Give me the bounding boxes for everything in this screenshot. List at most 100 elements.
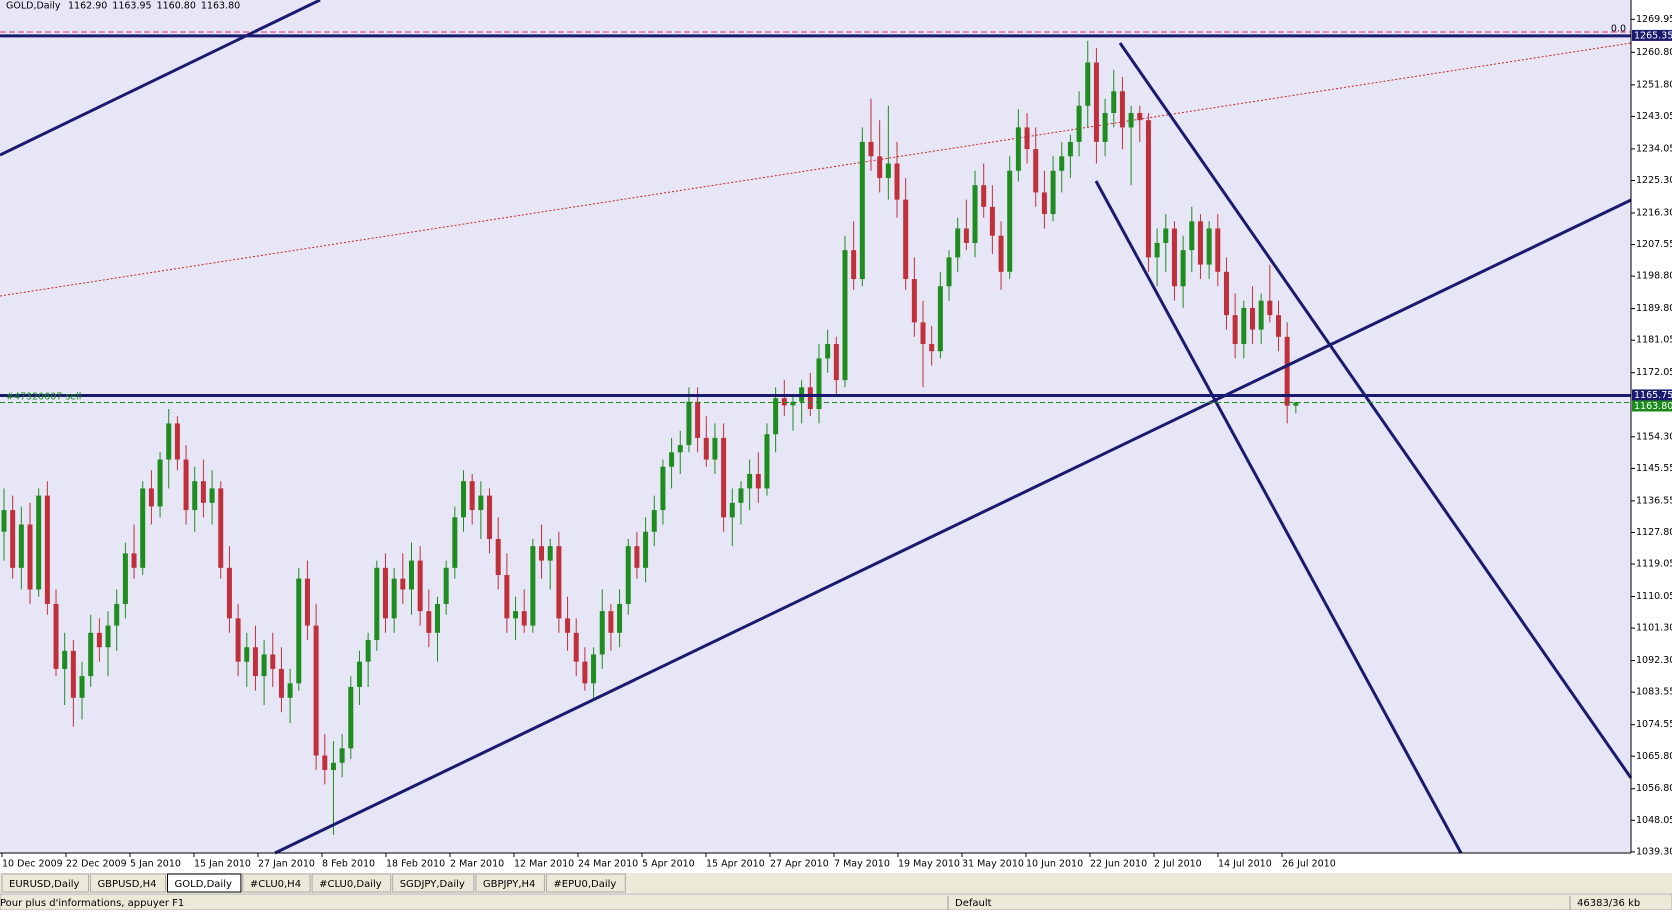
x-tick-label: 10 Dec 2009: [2, 859, 63, 870]
candle-body: [833, 344, 839, 381]
chart-tab-label[interactable]: #CLU0,Daily: [319, 879, 382, 890]
candle-body: [18, 524, 24, 568]
x-tick-label: 8 Feb 2010: [322, 859, 375, 870]
candle-body: [356, 661, 362, 687]
y-tick-label: 1225.30: [1636, 175, 1672, 186]
channel-line: [1094, 180, 1463, 854]
candle-body: [885, 163, 891, 178]
chart-tab-label[interactable]: GBPJPY,H4: [483, 879, 536, 890]
chart-tab[interactable]: [242, 873, 311, 893]
candle-body: [651, 510, 657, 532]
chart-tab-label[interactable]: GOLD,Daily: [175, 879, 232, 890]
candle-body: [963, 228, 969, 243]
chart-tab[interactable]: [545, 873, 626, 893]
chart-tab-label[interactable]: EURUSD,Daily: [9, 879, 80, 890]
channel-line: [1118, 42, 1633, 779]
candle-body: [773, 398, 779, 435]
candle-body: [1163, 228, 1169, 243]
candle-body: [487, 495, 493, 539]
candle-body: [634, 546, 640, 568]
chart-tab[interactable]: [392, 873, 475, 893]
candle-body: [218, 488, 224, 568]
candle-body: [244, 647, 250, 662]
x-tick-label: 7 May 2010: [834, 859, 890, 870]
candle-body: [539, 546, 545, 561]
header-price: 1162.90: [68, 1, 107, 12]
chart-tab[interactable]: [311, 873, 392, 893]
chart-tab[interactable]: [475, 873, 545, 893]
x-tick-label: 5 Apr 2010: [642, 859, 695, 870]
candle-body: [981, 185, 987, 207]
status-hint: Pour plus d'informations, appuyer F1: [0, 898, 184, 909]
candle-body: [1, 510, 7, 532]
candle-body: [10, 510, 16, 568]
candle-body: [114, 603, 120, 626]
candle-body: [1007, 170, 1013, 272]
candle-body: [1180, 250, 1186, 287]
candle-body: [1085, 62, 1091, 106]
y-tick-label: 1127.80: [1636, 527, 1672, 538]
candle-body: [183, 459, 189, 511]
candle-body: [591, 654, 597, 684]
candle-body: [313, 625, 319, 756]
candle-body: [62, 650, 68, 669]
x-tick-label: 27 Jan 2010: [258, 859, 315, 870]
candle-body: [166, 423, 172, 460]
candle-body: [859, 141, 865, 280]
candle-body: [44, 495, 50, 604]
candle-body: [781, 398, 787, 406]
chart-tab-label[interactable]: SGDJPY,Daily: [400, 879, 465, 890]
price-level-label: 1265.35: [1634, 30, 1672, 41]
candle-body: [382, 567, 388, 619]
y-tick-label: 1234.05: [1636, 143, 1672, 154]
price-level-box: [1632, 29, 1672, 41]
candle-body: [53, 603, 59, 669]
header-price: 1163.95: [112, 1, 151, 12]
candle-body: [122, 553, 128, 604]
candle-body: [695, 401, 701, 438]
candle-body: [920, 322, 926, 345]
y-tick-label: 1189.80: [1636, 303, 1672, 314]
header-price: 1160.80: [157, 1, 196, 12]
candle-body: [903, 199, 909, 280]
y-tick-label: 1074.55: [1636, 719, 1672, 730]
candle-body: [1137, 112, 1143, 121]
candle-body: [426, 611, 432, 633]
candle-body: [807, 387, 813, 409]
candle-body: [677, 445, 683, 453]
y-tick-label: 1039.30: [1636, 846, 1672, 857]
price-level-label: 1163.80: [1634, 401, 1672, 412]
candle-body: [712, 437, 718, 460]
chart-tab[interactable]: [1, 873, 89, 893]
x-tick-label: 10 Jun 2010: [1026, 859, 1083, 870]
candle-body: [625, 546, 631, 604]
candle-body: [851, 250, 857, 280]
header-price: 1163.80: [201, 1, 240, 12]
candle-body: [599, 611, 605, 655]
candle-body: [148, 488, 154, 507]
chart-tab-label[interactable]: GBPUSD,H4: [97, 879, 156, 890]
chart-tab-label[interactable]: #CLU0,H4: [250, 879, 301, 890]
order-label: #47320607 sell: [6, 392, 81, 403]
candle-body: [955, 228, 961, 258]
candle-body: [365, 640, 371, 662]
chart-tab-label[interactable]: #EPU0,Daily: [553, 879, 616, 890]
candle-body: [435, 603, 440, 633]
y-tick-label: 1065.80: [1636, 751, 1672, 762]
candle-body: [669, 452, 675, 467]
candle-body: [608, 611, 614, 633]
candle-body: [1171, 228, 1177, 287]
candle-body: [565, 618, 571, 633]
candle-body: [755, 473, 761, 489]
chart-tab[interactable]: [167, 873, 242, 893]
candle-body: [703, 437, 709, 460]
y-tick-label: 1136.55: [1636, 495, 1672, 506]
candle-body: [270, 654, 276, 669]
x-tick-label: 24 Mar 2010: [578, 859, 638, 870]
candle-body: [1189, 221, 1195, 251]
candle-body: [192, 481, 198, 511]
candle-body: [27, 524, 33, 590]
candle-body: [1041, 192, 1047, 215]
chart-tab[interactable]: [89, 873, 167, 893]
